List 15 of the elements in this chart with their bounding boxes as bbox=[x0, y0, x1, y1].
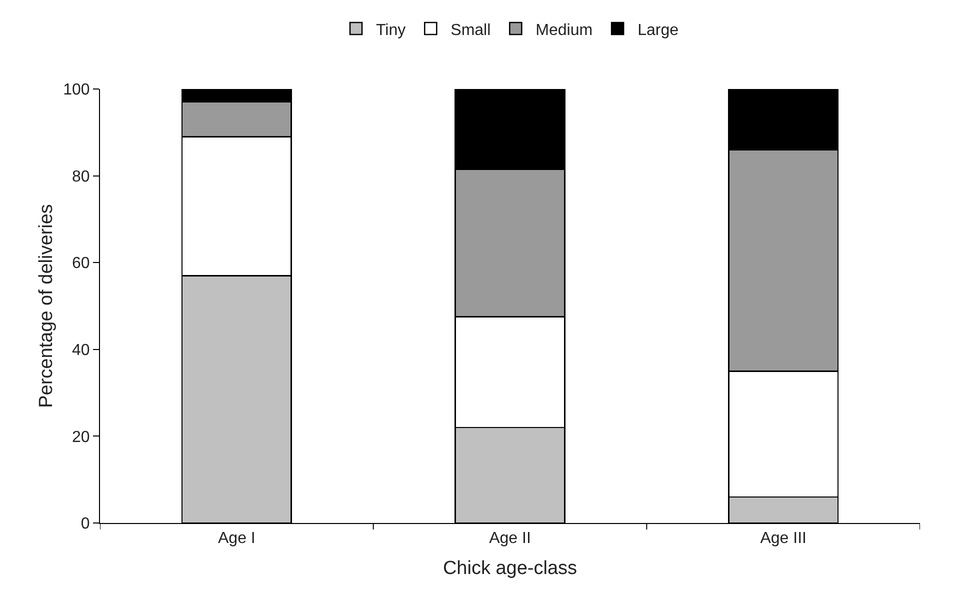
y-tick-label: 60 bbox=[72, 255, 90, 272]
legend-label: Tiny bbox=[376, 22, 406, 39]
legend-label: Medium bbox=[536, 22, 593, 39]
y-tick-label: 20 bbox=[72, 428, 90, 446]
x-tick-label: Age I bbox=[218, 530, 256, 548]
y-tick-label: 40 bbox=[72, 342, 90, 359]
legend-label: Small bbox=[450, 22, 491, 39]
y-tick-label: 100 bbox=[63, 82, 90, 99]
y-axis-title: Percentage of deliveries bbox=[36, 204, 57, 408]
y-tick-label: 0 bbox=[80, 516, 90, 533]
legend-label: Large bbox=[638, 22, 679, 39]
x-axis-title: Chick age-class bbox=[442, 558, 578, 579]
y-tick-label: 80 bbox=[72, 168, 90, 186]
x-tick-label: Age III bbox=[760, 530, 806, 548]
x-tick-label: Age II bbox=[489, 530, 531, 548]
